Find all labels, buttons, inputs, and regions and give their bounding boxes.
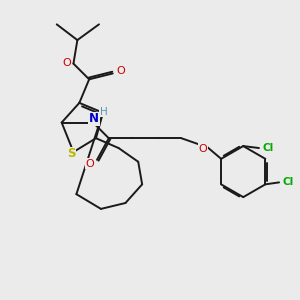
Text: O: O (116, 67, 125, 76)
Text: H: H (100, 107, 108, 117)
Text: N: N (89, 112, 99, 125)
Text: Cl: Cl (262, 143, 273, 153)
Text: O: O (86, 159, 94, 169)
Text: O: O (199, 144, 207, 154)
Text: S: S (67, 147, 76, 161)
Text: O: O (62, 58, 71, 68)
Text: Cl: Cl (282, 177, 293, 188)
